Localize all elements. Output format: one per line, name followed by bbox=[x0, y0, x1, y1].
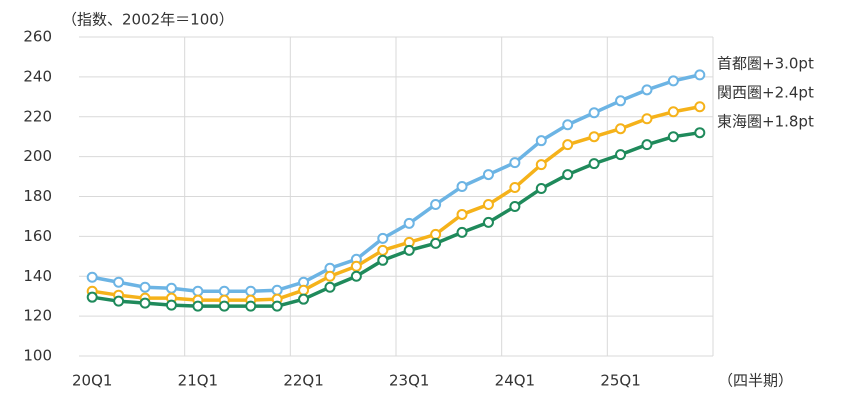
x-tick-label: 20Q1 bbox=[72, 372, 112, 390]
data-point bbox=[377, 254, 389, 266]
y-tick-label: 120 bbox=[23, 307, 52, 325]
data-point bbox=[218, 285, 230, 297]
data-point bbox=[192, 285, 204, 297]
data-point bbox=[245, 300, 257, 312]
data-point bbox=[403, 244, 415, 256]
data-point bbox=[139, 281, 151, 293]
data-point bbox=[588, 107, 600, 119]
data-point bbox=[298, 293, 310, 305]
data-point bbox=[271, 300, 283, 312]
data-point bbox=[86, 271, 98, 283]
data-point bbox=[562, 169, 574, 181]
y-tick-label: 180 bbox=[23, 187, 52, 205]
data-point bbox=[641, 113, 653, 125]
data-point bbox=[562, 119, 574, 131]
data-point bbox=[430, 237, 442, 249]
data-point bbox=[535, 135, 547, 147]
data-point bbox=[615, 95, 627, 107]
data-point bbox=[271, 284, 283, 296]
x-axis-label: （四半期） bbox=[718, 372, 793, 390]
data-point bbox=[377, 232, 389, 244]
data-point bbox=[430, 198, 442, 210]
data-point bbox=[694, 101, 706, 113]
data-point bbox=[430, 228, 442, 240]
data-point bbox=[641, 139, 653, 151]
data-point bbox=[139, 297, 151, 309]
data-point bbox=[113, 295, 125, 307]
data-point bbox=[509, 157, 521, 169]
data-point bbox=[562, 139, 574, 151]
data-point bbox=[350, 270, 362, 282]
data-point bbox=[482, 198, 494, 210]
data-point bbox=[86, 291, 98, 303]
data-point bbox=[165, 299, 177, 311]
data-point bbox=[218, 300, 230, 312]
data-point bbox=[456, 181, 468, 193]
data-point bbox=[456, 208, 468, 220]
data-point bbox=[509, 200, 521, 212]
data-point bbox=[615, 123, 627, 135]
data-point bbox=[667, 75, 679, 87]
data-point bbox=[482, 169, 494, 181]
data-point bbox=[641, 84, 653, 96]
data-point bbox=[615, 149, 627, 161]
data-point bbox=[165, 282, 177, 294]
data-point bbox=[535, 159, 547, 171]
legend-label: 東海圏+1.8pt bbox=[717, 113, 814, 131]
y-tick-label: 260 bbox=[23, 28, 52, 46]
data-point bbox=[694, 127, 706, 139]
data-point bbox=[588, 158, 600, 170]
y-tick-label: 100 bbox=[23, 347, 52, 365]
data-point bbox=[113, 276, 125, 288]
data-point bbox=[694, 69, 706, 81]
data-point bbox=[588, 131, 600, 143]
data-point bbox=[482, 216, 494, 228]
y-tick-label: 200 bbox=[23, 147, 52, 165]
x-tick-label: 23Q1 bbox=[389, 372, 429, 390]
x-tick-label: 24Q1 bbox=[495, 372, 535, 390]
legend-label: 関西圏+2.4pt bbox=[717, 84, 814, 102]
data-point bbox=[192, 300, 204, 312]
data-point bbox=[298, 284, 310, 296]
data-point bbox=[667, 106, 679, 118]
y-tick-label: 220 bbox=[23, 107, 52, 125]
y-tick-label: 240 bbox=[23, 67, 52, 85]
x-tick-label: 22Q1 bbox=[283, 372, 323, 390]
y-tick-label: 160 bbox=[23, 227, 52, 245]
data-point bbox=[245, 285, 257, 297]
data-point bbox=[350, 260, 362, 272]
unit-label: （指数、2002年＝100） bbox=[62, 11, 234, 29]
x-tick-label: 25Q1 bbox=[600, 372, 640, 390]
data-point bbox=[509, 182, 521, 194]
data-point bbox=[667, 131, 679, 143]
data-point bbox=[377, 244, 389, 256]
data-point bbox=[456, 226, 468, 238]
data-point bbox=[324, 281, 336, 293]
data-point bbox=[535, 183, 547, 195]
legend-label: 首都圏+3.0pt bbox=[717, 55, 814, 73]
data-point bbox=[403, 217, 415, 229]
y-tick-label: 140 bbox=[23, 267, 52, 285]
data-point bbox=[324, 270, 336, 282]
x-tick-label: 21Q1 bbox=[178, 372, 218, 390]
